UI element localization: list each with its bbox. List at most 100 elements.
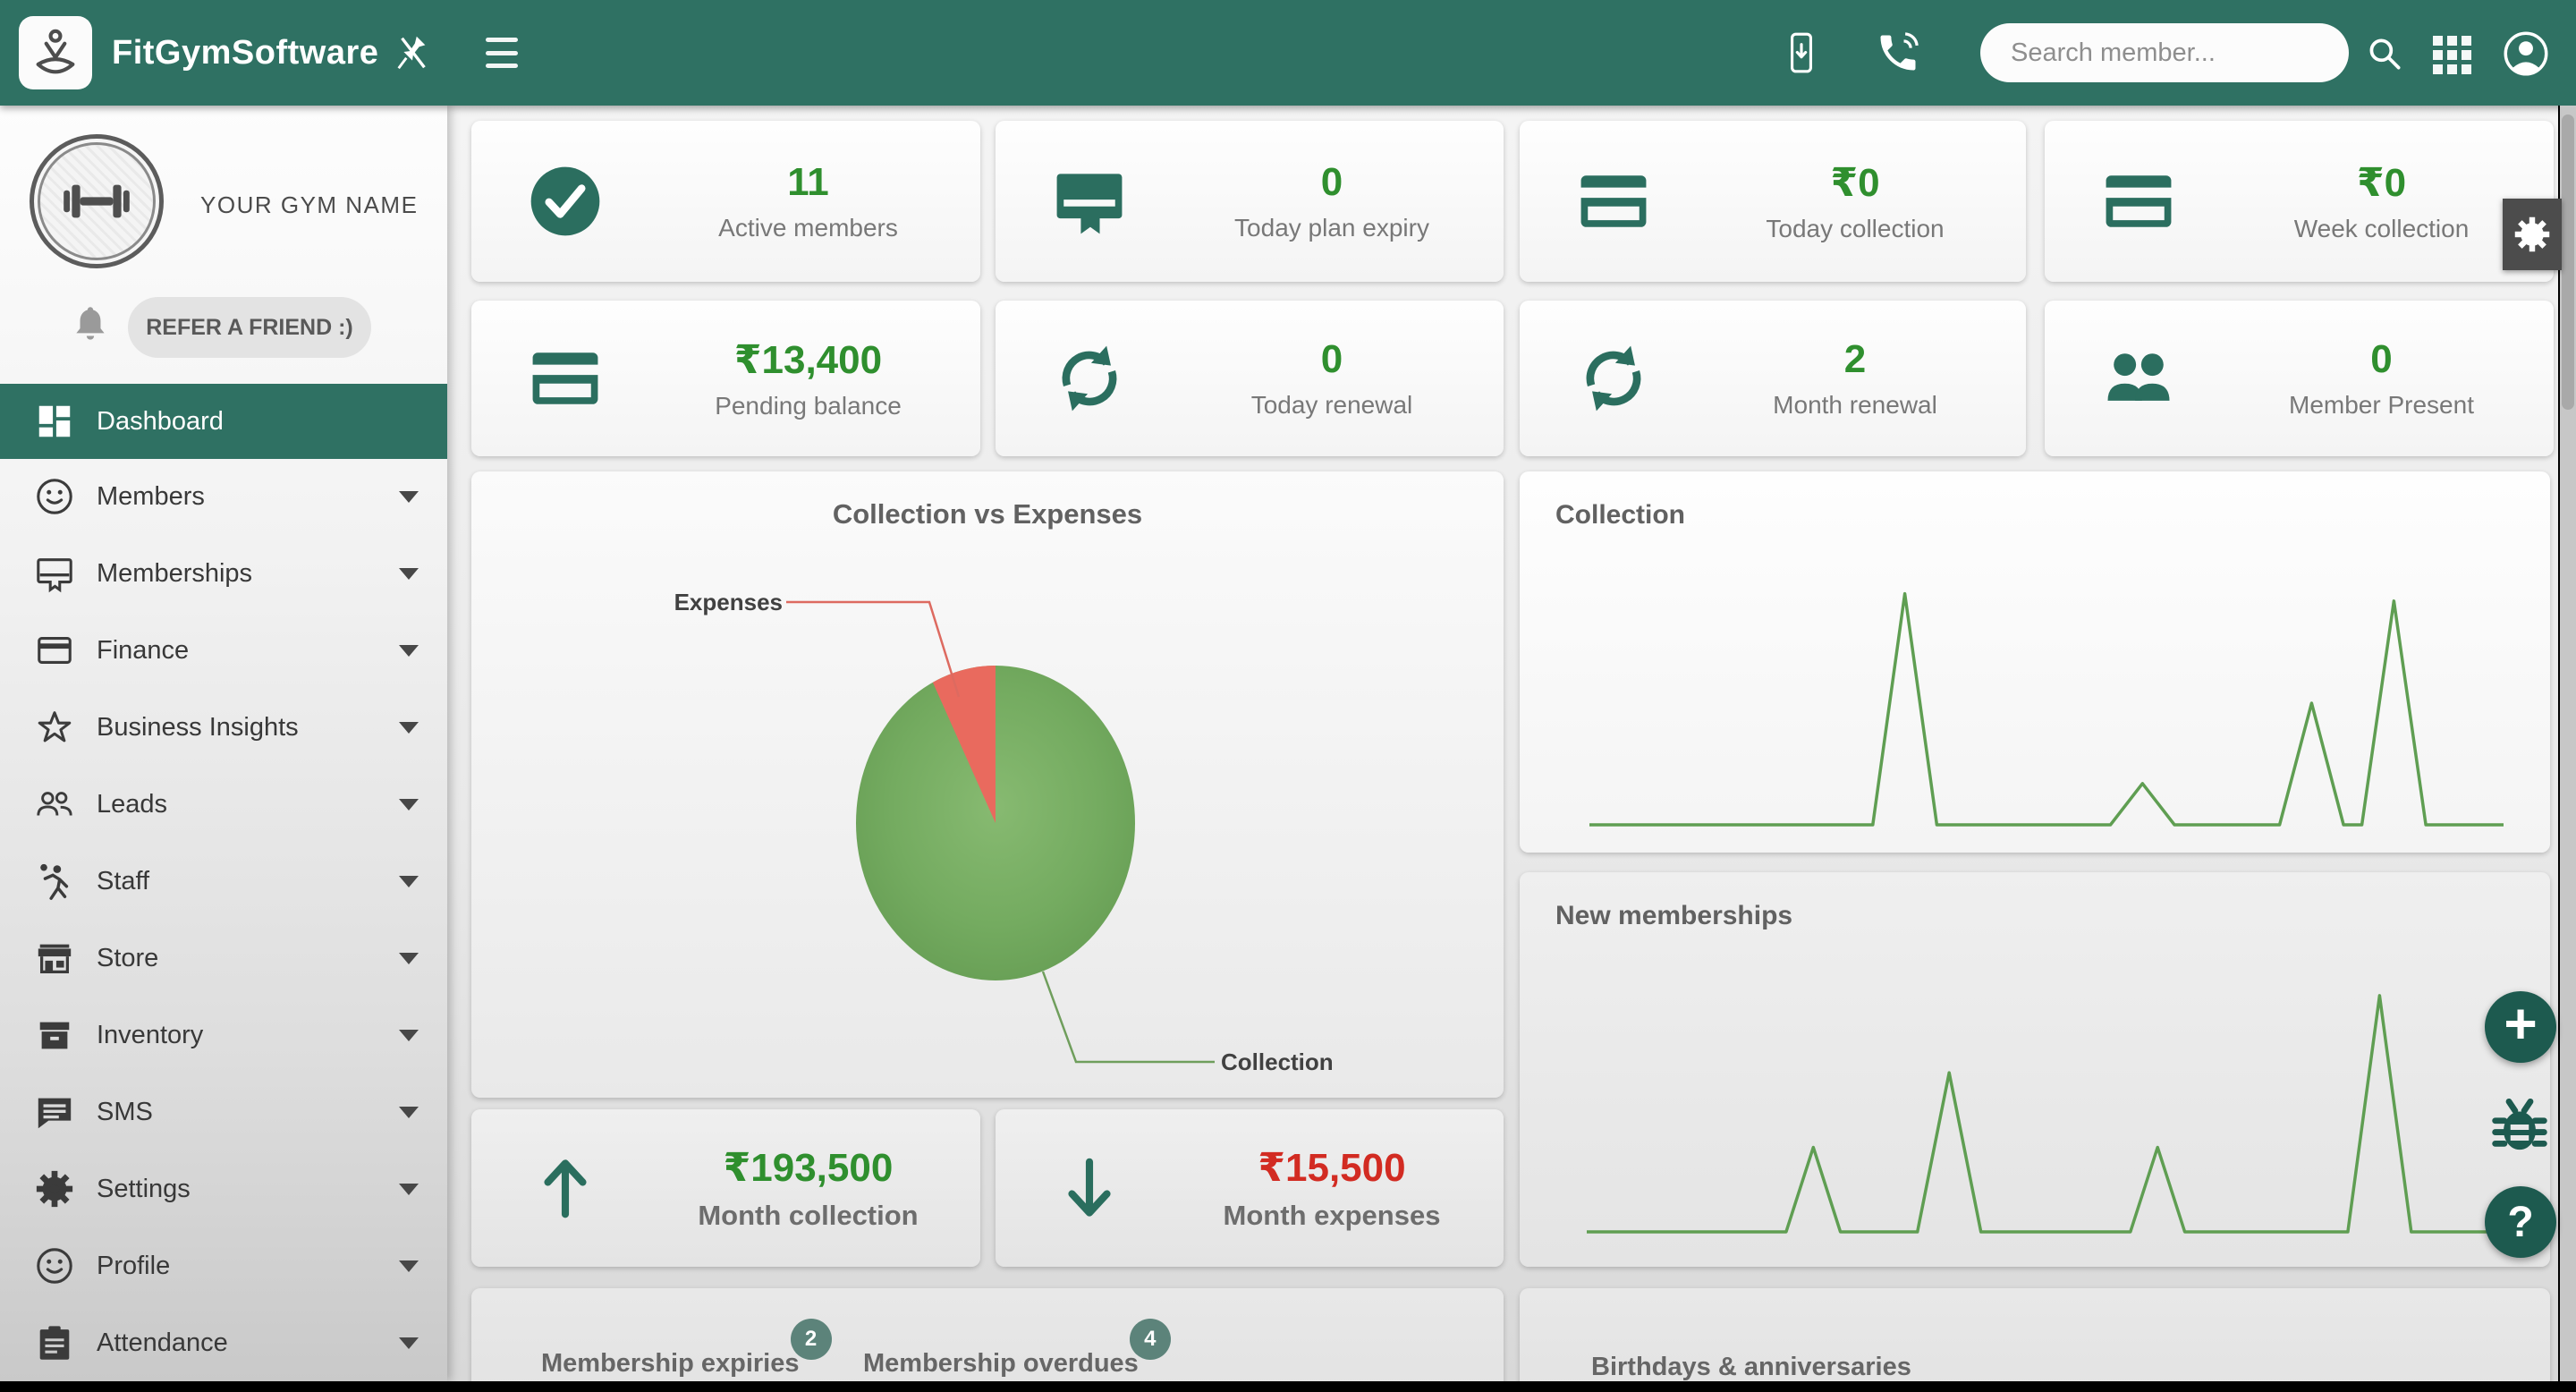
membership-card-icon: [34, 553, 75, 594]
sidebar-item-staff[interactable]: Staff: [0, 843, 447, 920]
vertical-scrollbar[interactable]: [2560, 106, 2576, 1381]
help-button[interactable]: ?: [2485, 1186, 2556, 1258]
pie-label-expenses: Expenses: [674, 589, 783, 615]
star-icon: [34, 707, 75, 748]
stat-label: Today collection: [1766, 214, 1945, 242]
stat-label: Member Present: [2289, 391, 2474, 419]
menu-icon[interactable]: [486, 38, 521, 68]
new-memberships-chart-title: New memberships: [1555, 901, 1793, 930]
mobile-app-icon[interactable]: [1778, 30, 1825, 76]
collection-chart-title: Collection: [1555, 500, 1686, 530]
month-collection-value: ₹193,500: [723, 1145, 894, 1190]
gym-avatar[interactable]: [30, 134, 164, 268]
chevron-down-icon: [399, 1260, 419, 1272]
scrollbar-thumb[interactable]: [2562, 115, 2574, 410]
search-pill: [1980, 23, 2349, 82]
stat-card-today-renewal[interactable]: 0 Today renewal: [996, 301, 1504, 456]
renewal-icon: [1520, 337, 1707, 420]
membership-card-icon: [996, 160, 1183, 242]
stat-label: Week collection: [2293, 214, 2470, 242]
sidebar-item-memberships[interactable]: Memberships: [0, 535, 447, 612]
credit-card-icon: [471, 337, 659, 420]
new-memberships-chart-card: New memberships: [1520, 872, 2550, 1267]
month-expenses-value: ₹15,500: [1258, 1145, 1406, 1190]
chevron-down-icon: [399, 1106, 419, 1118]
stat-card-active-members[interactable]: 11 Active members: [471, 121, 980, 282]
chevron-down-icon: [399, 1337, 419, 1349]
new-memberships-line-chart: [1587, 994, 2493, 1234]
add-button[interactable]: +: [2485, 991, 2556, 1063]
stat-value: 0: [2370, 337, 2393, 381]
stat-value: ₹0: [2356, 160, 2407, 205]
stat-label: Active members: [718, 214, 898, 242]
gym-name: YOUR GYM NAME: [200, 191, 419, 218]
stat-card-member-present[interactable]: 0 Member Present: [2045, 301, 2554, 456]
sidebar-item-store[interactable]: Store: [0, 920, 447, 997]
pin-off-icon[interactable]: [390, 30, 435, 75]
month-collection-label: Month collection: [698, 1199, 919, 1231]
overdues-badge: 4: [1129, 1319, 1171, 1360]
credit-card-icon: [1520, 160, 1707, 242]
arrow-down-icon: [996, 1153, 1183, 1223]
app-header: FitGymSoftware: [0, 0, 2576, 106]
tab-membership-overdues[interactable]: Membership overdues 4: [863, 1319, 1171, 1379]
dumbbell-icon: [38, 142, 156, 260]
birthdays-title: Birthdays & anniversaries: [1591, 1353, 1911, 1381]
stat-card-today-collection[interactable]: ₹0 Today collection: [1520, 121, 2026, 282]
collection-chart-card: Collection: [1520, 471, 2550, 853]
sidebar-item-members[interactable]: Members: [0, 458, 447, 535]
tab-membership-expiries: Membership expiries 2: [541, 1319, 832, 1379]
settings-gear-button[interactable]: [2503, 199, 2562, 270]
search-icon[interactable]: [2361, 30, 2408, 77]
account-icon[interactable]: [2501, 29, 2551, 79]
pie-label-collection: Collection: [1221, 1048, 1334, 1075]
tab-membership-expiries[interactable]: Membership expiries 2: [541, 1319, 832, 1379]
chevron-down-icon: [399, 798, 419, 811]
sidebar-item-dashboard[interactable]: Dashboard: [0, 384, 447, 459]
clipboard-icon: [34, 1322, 75, 1363]
pie-chart-card: Collection vs Expenses Expenses Collecti…: [471, 471, 1504, 1098]
main-content: 11 Active members 0 Today plan expiry ₹0…: [447, 106, 2558, 1381]
app-title: FitGymSoftware: [112, 33, 379, 72]
refer-a-friend-button[interactable]: REFER A FRIEND :): [128, 297, 371, 358]
month-expenses-label: Month expenses: [1223, 1199, 1441, 1231]
month-expenses-card[interactable]: ₹15,500 Month expenses: [996, 1109, 1504, 1267]
arrow-up-icon: [471, 1153, 659, 1223]
collection-line-chart: [1589, 591, 2504, 827]
phone-call-icon[interactable]: [1873, 30, 1923, 76]
stat-value: ₹0: [1830, 160, 1880, 205]
letterbox-bar: [0, 1381, 2576, 1392]
stat-value: ₹13,400: [733, 337, 883, 382]
stat-card-today-plan-expiry[interactable]: 0 Today plan expiry: [996, 121, 1504, 282]
stat-card-pending-balance[interactable]: ₹13,400 Pending balance: [471, 301, 980, 456]
chevron-down-icon: [399, 1183, 419, 1195]
dashboard-icon: [34, 401, 75, 442]
apps-grid-icon[interactable]: [2431, 34, 2472, 75]
stat-card-month-renewal[interactable]: 2 Month renewal: [1520, 301, 2026, 456]
sidebar-item-settings[interactable]: Settings: [0, 1150, 447, 1227]
stat-label: Today plan expiry: [1234, 214, 1429, 242]
stat-label: Today renewal: [1250, 391, 1413, 419]
sidebar-item-finance[interactable]: Finance: [0, 612, 447, 689]
brand-logo-yoga-icon: [19, 16, 92, 89]
credit-card-icon: [2045, 160, 2233, 242]
sidebar: YOUR GYM NAME REFER A FRIEND :) Dashboar…: [0, 106, 447, 1381]
sidebar-item-sms[interactable]: SMS: [0, 1074, 447, 1150]
sidebar-item-profile[interactable]: Profile: [0, 1227, 447, 1304]
notifications-bell-icon[interactable]: [68, 302, 113, 349]
stat-label: Pending balance: [715, 391, 902, 420]
birthdays-card: Birthdays & anniversaries: [1520, 1288, 2550, 1381]
search-input[interactable]: [1980, 23, 2349, 82]
sidebar-item-attendance[interactable]: Attendance: [0, 1304, 447, 1381]
box-icon: [34, 1014, 75, 1056]
stat-label: Month renewal: [1773, 391, 1937, 419]
renewal-icon: [996, 337, 1183, 420]
sidebar-item-leads[interactable]: Leads: [0, 766, 447, 843]
stat-card-week-collection[interactable]: ₹0 Week collection: [2045, 121, 2554, 282]
sidebar-item-business-insights[interactable]: Business Insights: [0, 689, 447, 766]
bug-report-button[interactable]: [2483, 1088, 2556, 1161]
stat-value: 0: [1320, 337, 1343, 381]
sidebar-item-inventory[interactable]: Inventory: [0, 997, 447, 1074]
month-collection-card[interactable]: ₹193,500 Month collection: [471, 1109, 980, 1267]
chevron-down-icon: [399, 490, 419, 503]
